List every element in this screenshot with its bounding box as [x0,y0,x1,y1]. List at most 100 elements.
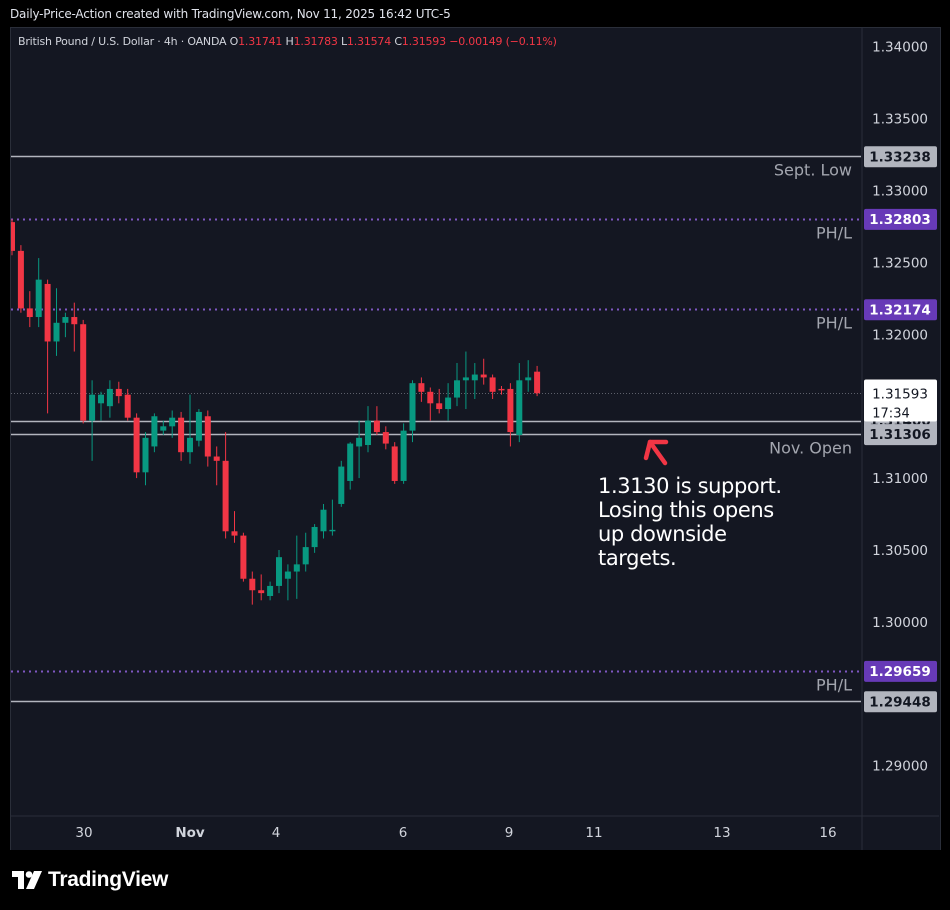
level-price-badge[interactable]: 1.31306 [864,424,937,446]
candle[interactable] [106,380,113,418]
chart-pane[interactable] [10,27,941,852]
candle[interactable] [427,387,434,421]
open-value: 1.31741 [238,35,283,48]
candle[interactable] [44,279,51,414]
arrow-head [643,439,669,461]
tradingview-logo[interactable]: TradingView [12,868,168,892]
candle[interactable] [436,388,443,414]
candle[interactable] [213,446,220,486]
candle-body [213,456,220,461]
candle[interactable] [258,574,265,601]
candle[interactable] [284,564,291,601]
candle[interactable] [373,406,380,435]
candle[interactable] [507,383,514,447]
candle-body [195,411,202,441]
current-price-value: 1.31593 [872,387,928,403]
symbol-title[interactable]: British Pound / U.S. Dollar · 4h · OANDA [18,35,227,48]
candle[interactable] [454,363,460,407]
badge-label: 1.32803 [869,212,931,228]
candle[interactable] [445,383,452,421]
candle-body [311,526,318,548]
candle[interactable] [249,571,256,605]
candle[interactable] [489,374,496,399]
candle[interactable] [480,358,487,385]
candle[interactable] [293,535,300,599]
candle[interactable] [26,291,33,328]
candle[interactable] [151,413,158,453]
candle-body [471,374,478,381]
price-tick-label: 1.32000 [872,327,928,343]
level-price-badge[interactable]: 1.33238 [864,146,937,168]
candle-body [133,417,140,473]
candle-body [222,460,229,532]
candle[interactable] [187,394,193,464]
candle[interactable] [53,288,60,356]
candle[interactable] [365,406,371,453]
level-price-badge[interactable]: 1.29448 [864,691,937,713]
candle[interactable] [17,245,24,313]
candle[interactable] [204,410,211,467]
candle[interactable] [240,532,247,582]
candle[interactable] [276,549,282,594]
candle[interactable] [98,391,104,421]
candle[interactable] [471,363,478,399]
candle[interactable] [400,423,407,484]
candle[interactable] [409,380,416,443]
level-price-badge[interactable]: 1.29659 [864,660,937,682]
candle[interactable] [89,380,96,461]
candle[interactable] [418,377,425,402]
low-label: L [340,35,347,48]
candle[interactable] [133,413,140,479]
badge-label: 1.31306 [869,427,931,443]
candle[interactable] [516,363,523,443]
candle-body [160,426,167,431]
candle[interactable] [195,409,202,447]
level-price-badge[interactable]: 1.32803 [864,208,937,230]
candle[interactable] [142,432,149,486]
candle[interactable] [124,388,131,421]
level-price-badge[interactable]: 1.32174 [864,299,937,321]
candle-body [356,437,363,447]
price-tick-label: 1.33500 [872,112,928,128]
candle-body [44,283,51,342]
candle[interactable] [267,581,274,601]
candle[interactable] [462,351,469,410]
candle[interactable] [311,524,318,553]
candle-body [276,557,282,586]
candle[interactable] [11,219,15,256]
candle[interactable] [525,360,532,392]
candle-body [391,446,398,481]
candle[interactable] [302,532,309,572]
candle[interactable] [347,442,354,490]
candle[interactable] [498,386,505,395]
candle[interactable] [178,411,185,461]
candle[interactable] [35,258,42,328]
price-tick-label: 1.32500 [872,255,928,271]
level-text: PH/L [816,676,852,695]
badge-bg [864,424,937,446]
candle[interactable] [356,420,363,479]
candle[interactable] [62,312,69,338]
candle[interactable] [169,410,176,438]
candle-body [71,317,78,325]
candle[interactable] [329,499,336,536]
red-arrow-icon[interactable] [643,439,669,466]
candle[interactable] [222,432,229,539]
candle[interactable] [338,460,345,507]
annotation-line: 1.3130 is support. [598,474,782,498]
candle[interactable] [115,381,122,404]
candle[interactable] [382,426,389,450]
current-price-badge[interactable]: 1.31593 17:34 [864,379,937,422]
candle[interactable] [71,302,78,352]
candle[interactable] [391,442,398,484]
candle[interactable] [160,420,167,435]
candle[interactable] [231,511,238,543]
candle-body [329,529,336,532]
candle[interactable] [80,319,87,424]
change-value: −0.00149 (−0.11%) [449,35,557,48]
candle[interactable] [320,503,327,539]
candle[interactable] [534,365,541,397]
candle-body [80,324,87,421]
candle-body [249,578,256,591]
